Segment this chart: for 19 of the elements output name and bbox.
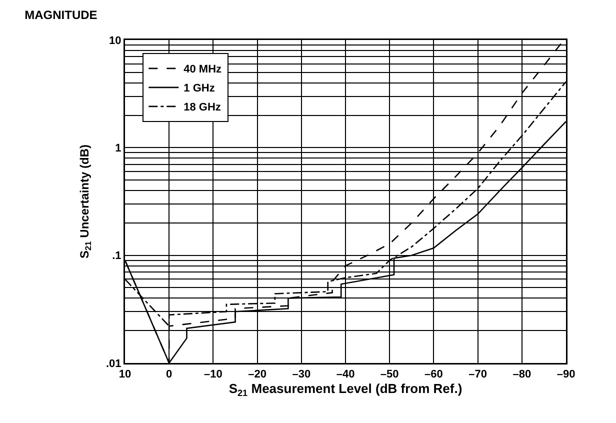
x-tick-label: –30 <box>292 368 311 381</box>
x-tick-label: –80 <box>512 368 532 381</box>
y-tick-label: .01 <box>106 358 122 370</box>
x-tick-label: –50 <box>380 368 399 381</box>
y-tick-label: 1 <box>115 142 122 155</box>
legend-label: 18 GHz <box>184 102 222 114</box>
y-tick-label: 10 <box>109 34 122 47</box>
legend-label: 40 MHz <box>184 64 222 76</box>
x-tick-label: –40 <box>336 368 355 381</box>
x-tick-label: –60 <box>424 368 443 381</box>
y-tick-label: .1 <box>112 250 122 262</box>
x-axis-title: S$_{21}$ Measurement Level (dB from Ref.) <box>228 381 462 398</box>
legend-label: 1 GHz <box>184 82 216 95</box>
x-tick-label: –10 <box>204 368 222 381</box>
x-tick-label: –70 <box>468 368 487 381</box>
x-tick-label: –20 <box>248 368 266 381</box>
x-tick-label: 0 <box>166 368 172 381</box>
x-tick-label: –90 <box>556 368 576 381</box>
chart-title: MAGNITUDE <box>24 8 98 22</box>
